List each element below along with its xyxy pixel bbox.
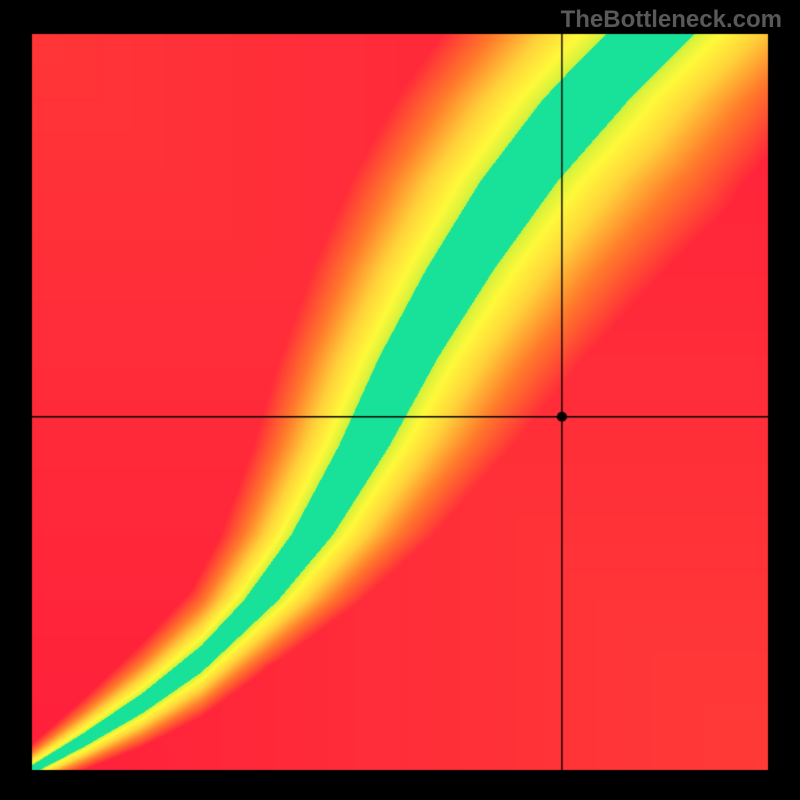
bottleneck-heatmap — [0, 0, 800, 800]
chart-container: { "watermark": { "text": "TheBottleneck.… — [0, 0, 800, 800]
watermark-text: TheBottleneck.com — [561, 6, 782, 34]
